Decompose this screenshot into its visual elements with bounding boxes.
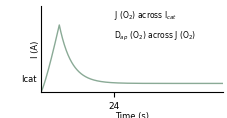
Y-axis label: I (A): I (A) [30, 40, 39, 58]
Text: Icat: Icat [21, 75, 36, 84]
Text: D$_{ap}$ (O$_2$) across J (O$_2$): D$_{ap}$ (O$_2$) across J (O$_2$) [114, 30, 195, 43]
X-axis label: Time (s): Time (s) [115, 112, 149, 118]
Text: J (O$_2$) across I$_{cat}$: J (O$_2$) across I$_{cat}$ [114, 9, 176, 22]
